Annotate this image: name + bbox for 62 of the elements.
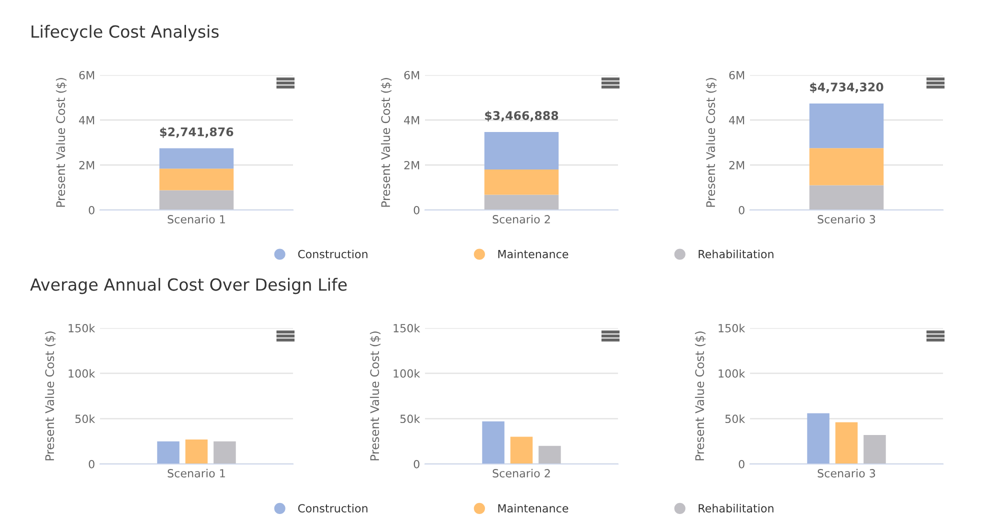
x-tick-label: Scenario 1 [168,214,225,224]
x-tick-label: Scenario 2 [492,468,550,478]
y-tick-label: 2M [404,160,420,170]
bar [484,170,559,195]
chart-title: Lifecycle Cost Analysis [32,24,219,42]
y-axis-title: Present Value Cost ($) [694,332,706,460]
bar [159,190,234,210]
y-tick-label: 0 [738,206,744,214]
x-tick-label: Scenario 3 [818,214,876,224]
legend-label: Construction [298,250,368,258]
y-axis-title: Present Value Cost ($) [380,78,392,207]
y-tick-label: 0 [738,460,744,468]
bar [159,148,234,169]
y-tick-label: 50k [400,414,420,424]
y-tick-label: 0 [88,206,94,214]
y-tick-label: 0 [414,460,420,468]
y-tick-label: 150k [394,324,420,332]
y-tick-label: 150k [718,324,746,332]
y-tick-label: 2M [729,160,744,170]
legend-label: Maintenance [498,504,568,513]
bar [809,148,884,186]
bar [484,132,559,170]
y-tick-label: 6M [404,70,420,80]
y-tick-label: 2M [79,160,94,170]
y-tick-label: 150k [68,324,96,332]
bar [484,194,559,210]
y-axis-title: Present Value Cost ($) [706,78,717,207]
x-tick-label: Scenario 2 [492,214,550,224]
total-label: $4,734,320 [810,82,884,94]
bar [809,185,884,210]
y-tick-label: 6M [79,70,94,80]
chart-title: Average Annual Cost Over Design Life [30,278,347,294]
y-tick-label: 100k [394,369,420,378]
bar [159,168,234,190]
total-label: $2,741,876 [160,127,234,138]
bar [835,422,858,464]
legend-label: Rehabilitation [698,504,774,513]
x-tick-label: Scenario 1 [168,468,225,478]
y-axis-title: Present Value Cost ($) [44,332,56,460]
bar [510,436,533,464]
x-tick-label: Scenario 3 [818,468,876,478]
y-tick-label: 6M [729,70,744,80]
y-tick-label: 4M [404,116,420,124]
y-tick-label: 0 [88,460,94,468]
y-axis-title: Present Value Cost ($) [370,332,381,460]
bar [864,434,886,464]
bar [482,421,504,464]
y-tick-label: 50k [75,414,96,424]
bar [807,413,830,464]
y-tick-label: 0 [414,206,420,214]
bar [809,103,884,148]
legend-label: Maintenance [498,250,568,258]
y-tick-label: 100k [718,369,746,378]
y-tick-label: 4M [729,116,744,124]
y-tick-label: 100k [68,369,96,378]
bar [538,446,561,464]
y-tick-label: 4M [79,116,94,124]
total-label: $3,466,888 [485,110,558,122]
y-axis-title: Present Value Cost ($) [56,78,67,207]
legend-label: Rehabilitation [698,250,774,258]
legend-label: Construction [298,504,368,513]
y-tick-label: 50k [725,414,746,424]
